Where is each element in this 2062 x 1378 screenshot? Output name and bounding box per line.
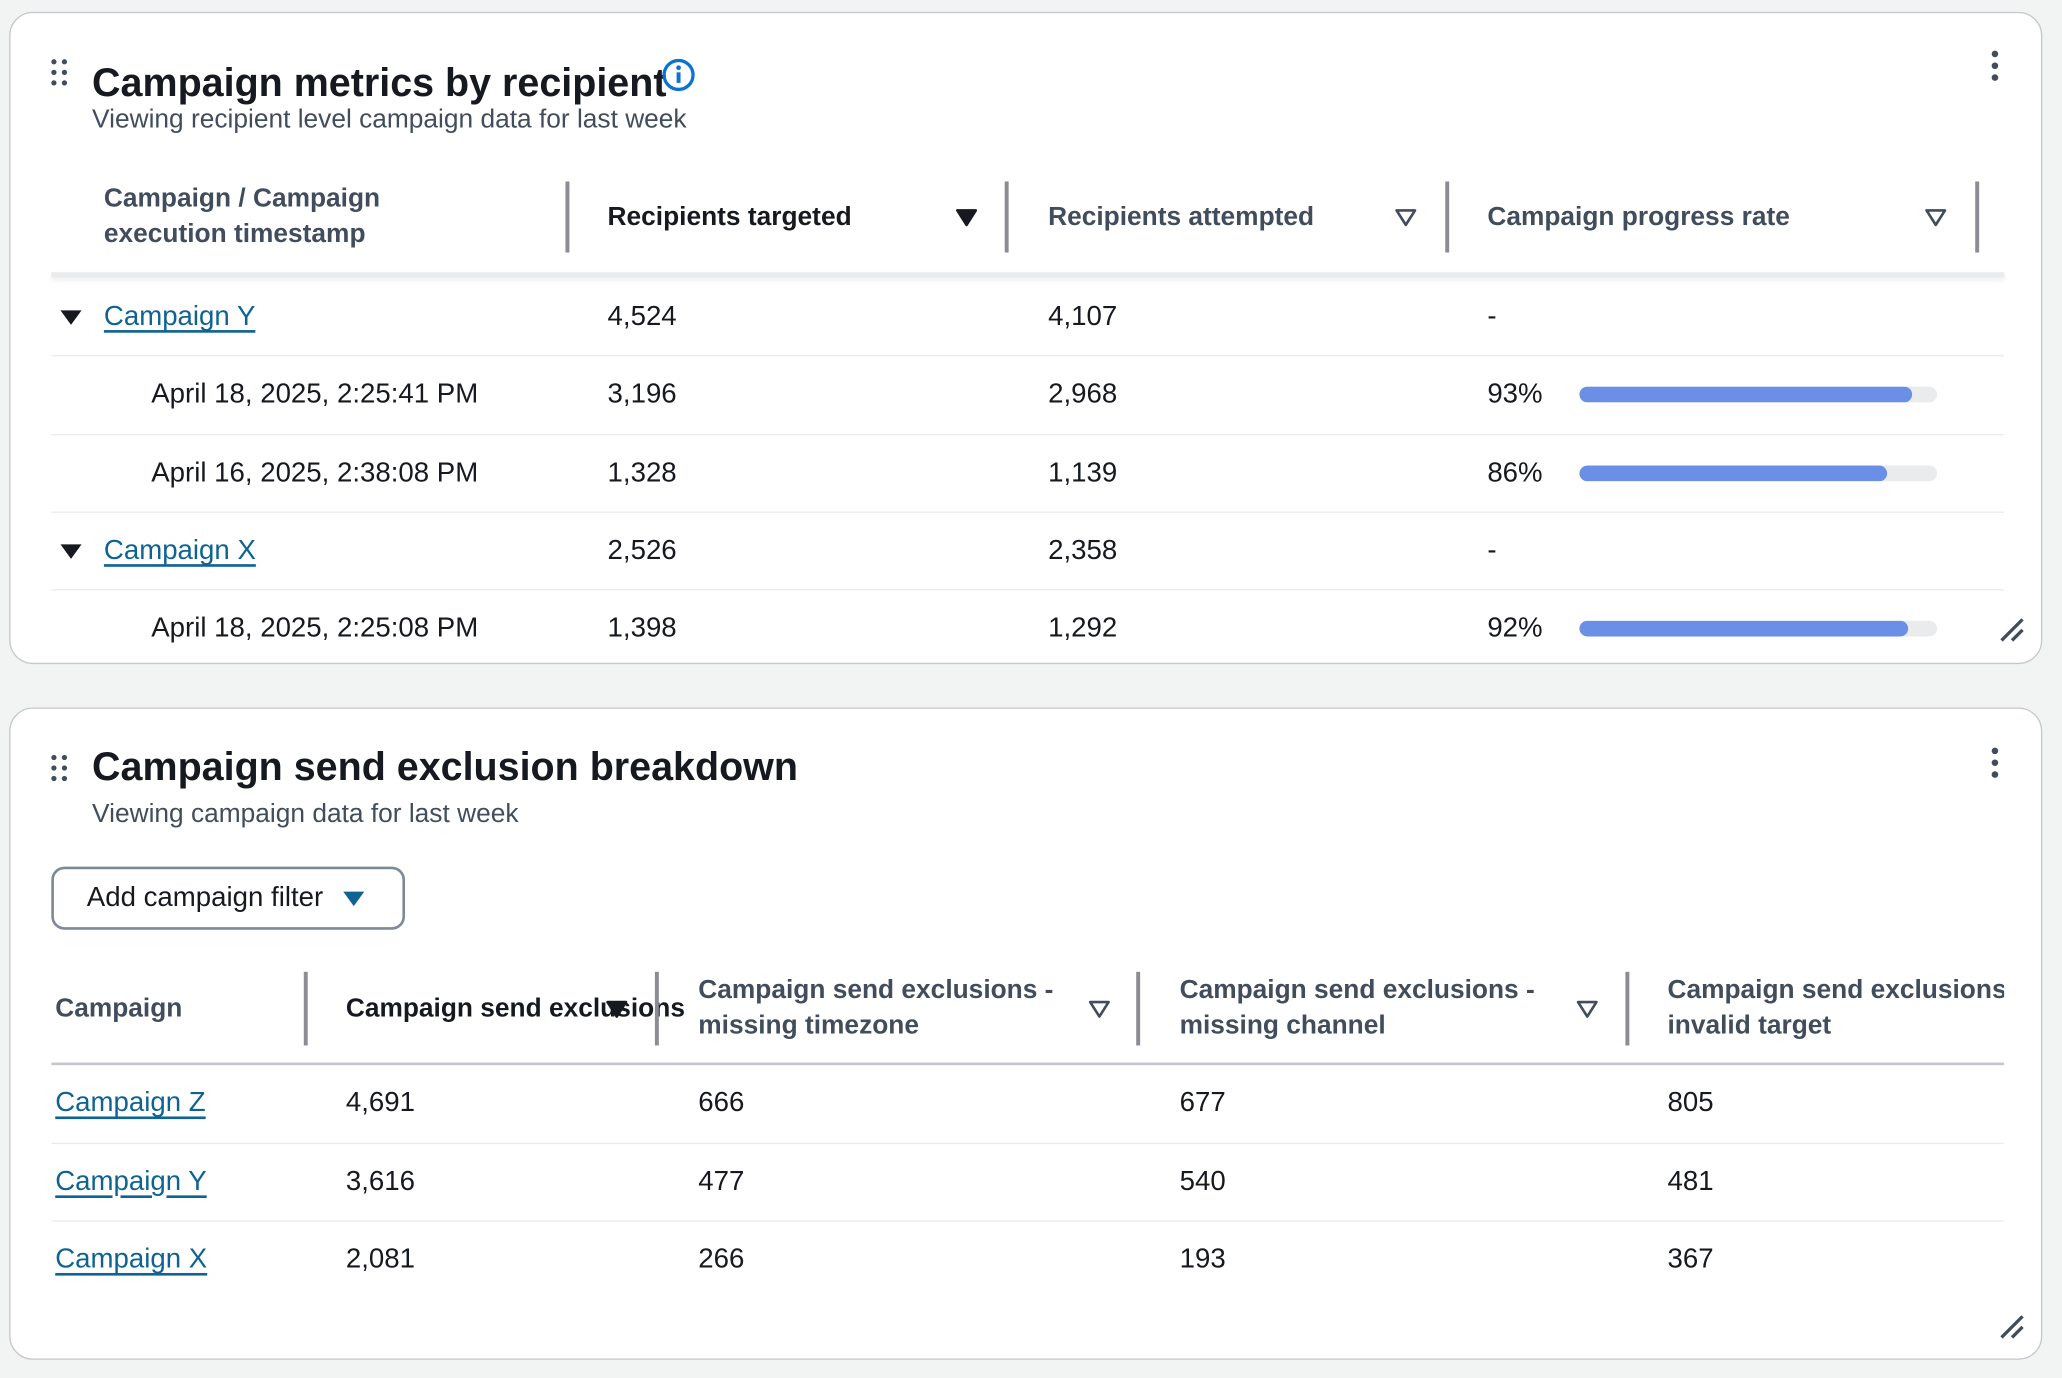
campaign-link[interactable]: Campaign X (55, 1244, 208, 1275)
table: Campaign Campaign send exclusions Campaign… (51, 961, 2005, 1316)
sort-icon[interactable] (1924, 206, 1948, 234)
column-header: Campaign (55, 993, 183, 1023)
progress-label: - (1487, 535, 1497, 566)
cell-targeted: 2,526 (607, 535, 677, 566)
column-header[interactable]: Campaign send exclusions - invalid targe… (1667, 975, 2005, 1041)
progress-track (1579, 387, 1938, 403)
cell-value: 477 (698, 1165, 745, 1197)
progress-bar (1579, 387, 1913, 403)
widget: Campaign send exclusion breakdown Viewing… (9, 707, 2043, 1360)
drag-handle[interactable] (50, 58, 68, 94)
cell-attempted: 4,107 (1048, 301, 1118, 332)
sort-icon[interactable] (1088, 998, 1112, 1026)
cell-targeted: 1,398 (607, 613, 677, 644)
sort-icon[interactable] (1575, 998, 1599, 1026)
progress-label: 93% (1487, 379, 1543, 410)
column-header[interactable]: Campaign send exclusions - missing chann… (1179, 975, 1535, 1041)
row-separator (51, 1220, 2005, 1222)
row-separator (51, 355, 2005, 357)
expand-toggle[interactable] (59, 308, 83, 333)
more-menu[interactable] (1990, 50, 2001, 88)
widget-title: Campaign metrics by recipient (92, 61, 667, 106)
resize-handle[interactable] (1999, 617, 2025, 650)
row-separator (51, 511, 2005, 513)
cell-value: 266 (698, 1244, 745, 1275)
cell-targeted: 1,328 (607, 457, 677, 488)
resize-handle[interactable] (1999, 1314, 2025, 1347)
widget-subtitle: Viewing recipient level campaign data fo… (92, 105, 687, 135)
header-line (51, 1062, 2005, 1066)
info-icon[interactable] (661, 58, 695, 99)
cell-value: 367 (1667, 1244, 1714, 1275)
column-divider (1004, 181, 1009, 253)
widget-subtitle: Viewing campaign data for last week (92, 799, 519, 829)
column-header[interactable]: Recipients targeted (607, 201, 852, 231)
sort-icon[interactable] (955, 206, 979, 234)
column-header[interactable]: Recipients attempted (1048, 201, 1315, 231)
campaign-link[interactable]: Campaign Z (55, 1087, 206, 1118)
column-divider (565, 181, 570, 253)
cell-value: 4,691 (345, 1087, 415, 1118)
row-separator (51, 1142, 2005, 1144)
column-divider (654, 971, 659, 1046)
cell-attempted: 2,358 (1048, 535, 1118, 566)
row-separator (51, 433, 2005, 435)
execution-timestamp: April 18, 2025, 2:25:08 PM (151, 613, 479, 644)
column-divider (1136, 971, 1141, 1046)
filter-button[interactable]: Add campaign filter (51, 866, 406, 930)
execution-timestamp: April 16, 2025, 2:38:08 PM (151, 457, 479, 488)
expand-toggle[interactable] (59, 542, 83, 567)
widget-title: Campaign send exclusion breakdown (92, 745, 798, 790)
column-header[interactable]: Campaign progress rate (1487, 201, 1790, 231)
progress-label: 92% (1487, 613, 1543, 644)
cell-attempted: 2,968 (1048, 379, 1118, 410)
more-menu[interactable] (1990, 747, 2001, 785)
campaign-link[interactable]: Campaign Y (55, 1165, 207, 1197)
cell-targeted: 3,196 (607, 379, 677, 410)
row-separator (51, 589, 2005, 591)
cell-value: 540 (1179, 1165, 1226, 1197)
column-header[interactable]: Campaign send exclusions (345, 993, 685, 1023)
cell-targeted: 4,524 (607, 301, 677, 332)
cell-value: 805 (1667, 1087, 1714, 1118)
column-divider (1625, 971, 1630, 1046)
progress-label: 86% (1487, 457, 1543, 488)
cell-value: 666 (698, 1087, 745, 1118)
sort-icon[interactable] (1394, 206, 1418, 234)
dropdown-caret (342, 889, 366, 907)
cell-attempted: 1,139 (1048, 457, 1118, 488)
cell-value: 677 (1179, 1087, 1226, 1118)
column-divider (303, 971, 308, 1046)
progress-track (1579, 620, 1938, 637)
column-header: Campaign / Campaign execution timestamp (103, 184, 381, 249)
cell-value: 481 (1667, 1165, 1714, 1197)
cell-value: 2,081 (345, 1244, 415, 1275)
cell-value: 3,616 (345, 1165, 415, 1197)
cell-value: 193 (1179, 1244, 1226, 1275)
widget: Campaign metrics by recipient Viewing rec… (9, 11, 2043, 665)
sort-icon[interactable] (605, 998, 629, 1026)
filter-button-label: Add campaign filter (86, 882, 324, 913)
column-divider (1975, 181, 1980, 253)
header-shadow (51, 272, 2005, 278)
progress-label: - (1487, 301, 1497, 332)
cell-attempted: 1,292 (1048, 613, 1118, 644)
progress-track (1579, 464, 1938, 481)
progress-bar (1579, 464, 1887, 481)
execution-timestamp: April 18, 2025, 2:25:41 PM (151, 379, 479, 410)
column-header[interactable]: Campaign send exclusions - missing timez… (698, 975, 1054, 1041)
campaign-link[interactable]: Campaign X (103, 535, 256, 566)
progress-bar (1579, 620, 1909, 637)
campaign-link[interactable]: Campaign Y (103, 301, 256, 332)
drag-handle[interactable] (50, 754, 68, 790)
column-divider (1445, 181, 1450, 253)
